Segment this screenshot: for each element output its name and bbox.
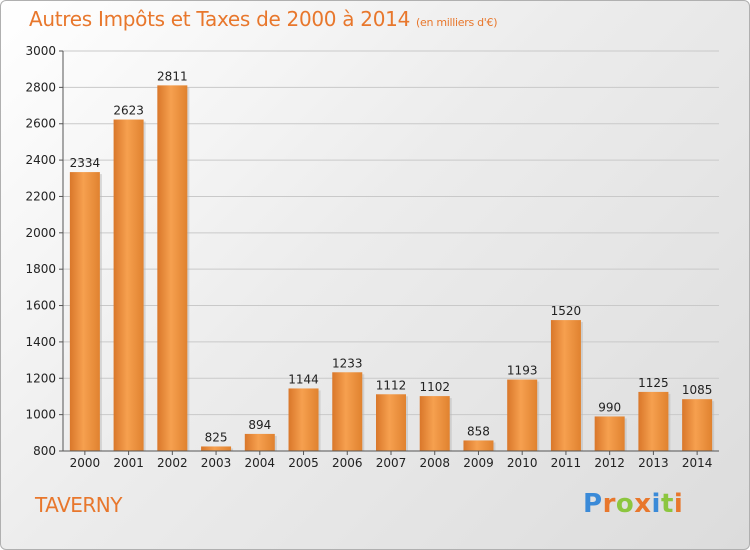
bar[interactable] bbox=[550, 320, 581, 451]
y-tick-label: 1600 bbox=[25, 299, 56, 313]
bar[interactable] bbox=[594, 416, 625, 451]
bar[interactable] bbox=[682, 399, 713, 451]
bar[interactable] bbox=[113, 119, 144, 451]
bar-value-label: 1112 bbox=[376, 378, 407, 392]
x-tick-label: 2013 bbox=[638, 456, 669, 470]
bar-value-label: 1085 bbox=[682, 383, 713, 397]
proxiti-logo[interactable]: Proxiti bbox=[583, 489, 683, 519]
y-tick-label: 2600 bbox=[25, 117, 56, 131]
bar[interactable] bbox=[201, 446, 232, 451]
logo-letter: t bbox=[660, 489, 674, 519]
x-tick-label: 2007 bbox=[376, 456, 407, 470]
y-tick-label: 3000 bbox=[25, 44, 56, 58]
x-tick-label: 2008 bbox=[419, 456, 450, 470]
x-tick-label: 2009 bbox=[463, 456, 494, 470]
x-tick-label: 2003 bbox=[201, 456, 232, 470]
bar-value-label: 1520 bbox=[551, 304, 582, 318]
bar[interactable] bbox=[244, 433, 275, 451]
bar-value-label: 894 bbox=[248, 418, 271, 432]
x-tick-label: 2010 bbox=[507, 456, 538, 470]
bar[interactable] bbox=[332, 372, 363, 451]
x-tick-label: 2000 bbox=[70, 456, 101, 470]
y-tick-label: 800 bbox=[33, 444, 56, 458]
bar-value-label: 2334 bbox=[70, 156, 101, 170]
title-text: Autres Impôts et Taxes de 2000 à 2014 bbox=[29, 7, 410, 31]
bar-value-label: 1193 bbox=[507, 364, 538, 378]
y-tick-label: 1200 bbox=[25, 371, 56, 385]
y-tick-label: 2200 bbox=[25, 189, 56, 203]
bar-value-label: 2811 bbox=[157, 69, 188, 83]
bar-value-label: 858 bbox=[467, 424, 490, 438]
bar-value-label: 1125 bbox=[638, 376, 669, 390]
bar-value-label: 1233 bbox=[332, 356, 363, 370]
logo-letter: i bbox=[651, 489, 661, 519]
bar-value-label: 2623 bbox=[113, 104, 144, 118]
logo-letter: i bbox=[673, 489, 684, 519]
bar[interactable] bbox=[638, 391, 669, 451]
x-tick-label: 2014 bbox=[682, 456, 713, 470]
x-tick-label: 2002 bbox=[157, 456, 188, 470]
city-name: TAVERNY bbox=[35, 493, 122, 517]
bar[interactable] bbox=[507, 379, 538, 451]
logo-letter: r bbox=[602, 489, 616, 519]
y-tick-label: 1000 bbox=[25, 408, 56, 422]
chart-title: Autres Impôts et Taxes de 2000 à 2014 (en… bbox=[29, 7, 497, 31]
x-tick-label: 2001 bbox=[113, 456, 144, 470]
bar[interactable] bbox=[69, 172, 100, 451]
y-tick-label: 2400 bbox=[25, 153, 56, 167]
x-tick-label: 2011 bbox=[551, 456, 582, 470]
bar-value-label: 1144 bbox=[288, 372, 319, 386]
logo-letter: o bbox=[615, 489, 635, 519]
bar[interactable] bbox=[376, 394, 406, 451]
x-tick-label: 2006 bbox=[332, 456, 363, 470]
bar[interactable] bbox=[419, 396, 450, 451]
x-tick-label: 2005 bbox=[288, 456, 319, 470]
y-tick-label: 1400 bbox=[25, 335, 56, 349]
bar-value-label: 825 bbox=[205, 430, 228, 444]
bar[interactable] bbox=[288, 388, 319, 451]
bar[interactable] bbox=[157, 85, 188, 451]
y-tick-label: 1800 bbox=[25, 262, 56, 276]
unit-label: (en milliers d'€) bbox=[416, 16, 498, 29]
bar-value-label: 1102 bbox=[419, 380, 450, 394]
bar[interactable] bbox=[463, 440, 494, 451]
bar-value-label: 990 bbox=[598, 400, 621, 414]
y-tick-label: 2000 bbox=[25, 226, 56, 240]
y-tick-label: 2800 bbox=[25, 80, 56, 94]
x-tick-label: 2004 bbox=[245, 456, 276, 470]
logo-letter: P bbox=[583, 489, 603, 519]
logo-letter: x bbox=[634, 489, 652, 519]
x-tick-label: 2012 bbox=[594, 456, 625, 470]
